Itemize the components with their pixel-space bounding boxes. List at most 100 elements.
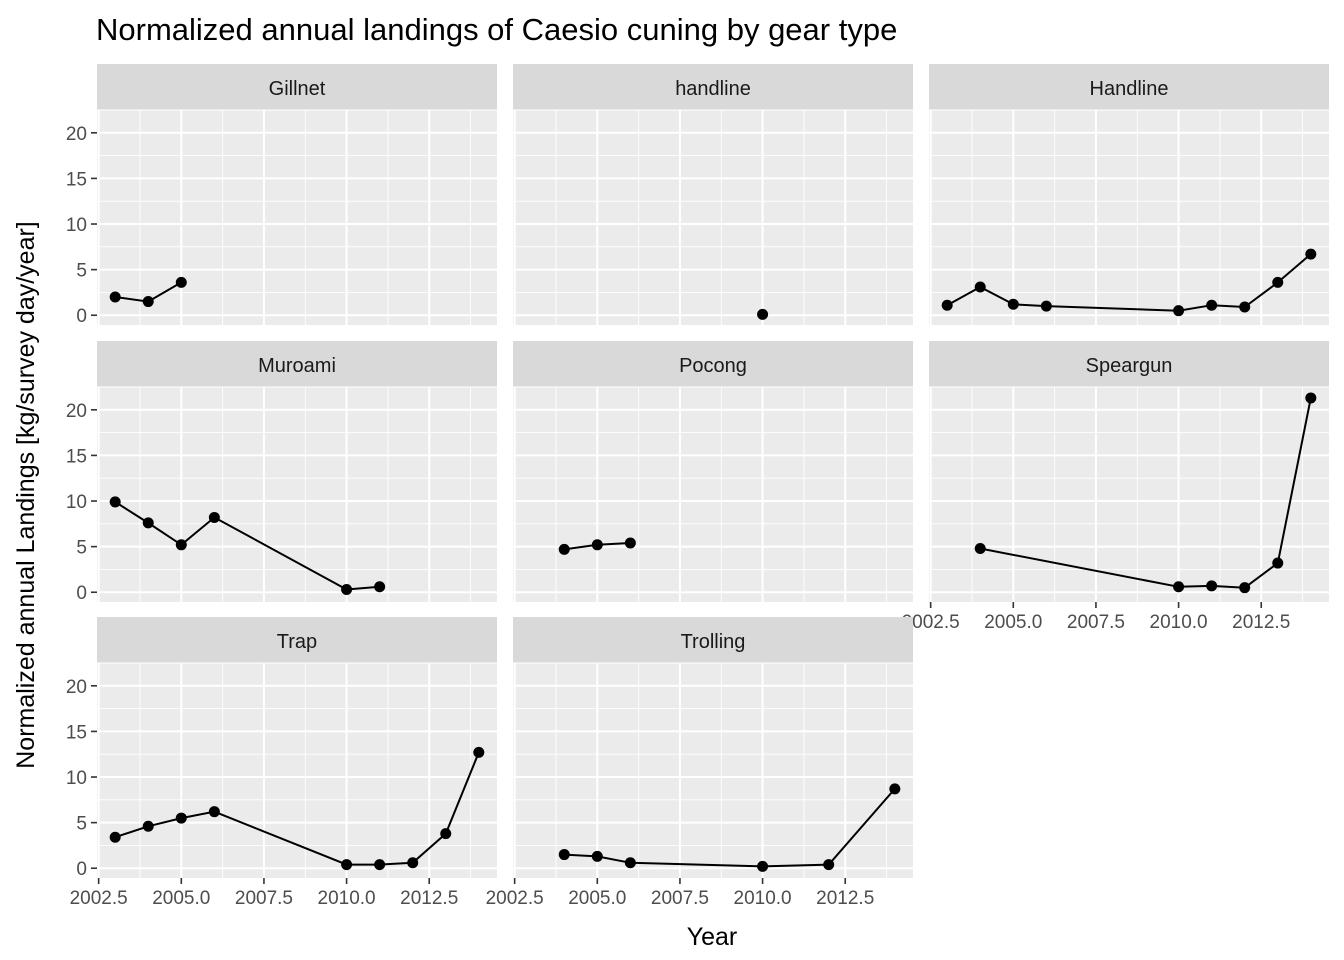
data-point <box>1040 300 1052 312</box>
data-point <box>1206 299 1218 311</box>
facet-panel-pocong: Pocong <box>513 341 913 602</box>
facet-panel-handline: handline <box>513 64 913 325</box>
y-tick-label: 15 <box>66 722 87 743</box>
data-point <box>374 859 386 871</box>
facet-strip <box>929 64 1329 110</box>
data-point <box>440 828 452 840</box>
data-point <box>941 299 953 311</box>
x-tick-label: 2007.5 <box>651 888 709 909</box>
x-tick-label: 2012.5 <box>816 888 874 909</box>
facet-label: Handline <box>1090 78 1169 100</box>
data-point <box>1173 581 1185 593</box>
panel-background <box>97 110 497 325</box>
data-point <box>757 860 769 872</box>
facet-strip <box>929 341 1329 387</box>
data-point <box>208 511 220 523</box>
data-point <box>208 806 220 818</box>
data-point <box>341 859 353 871</box>
facet-label: Trap <box>277 631 317 653</box>
data-point <box>374 581 386 593</box>
x-tick-label: 2012.5 <box>400 888 458 909</box>
y-tick-label: 0 <box>76 306 87 327</box>
data-point <box>1272 276 1284 288</box>
data-point <box>974 542 986 554</box>
x-tick-label: 2005.0 <box>152 888 210 909</box>
facet-strip <box>97 341 497 387</box>
panel-background <box>929 110 1329 325</box>
x-tick-label: 2005.0 <box>984 612 1042 633</box>
facet-label: handline <box>675 78 751 100</box>
facet-panel-handline: Handline <box>929 64 1329 325</box>
data-point <box>757 308 769 320</box>
data-point <box>1206 580 1218 592</box>
y-tick-label: 20 <box>66 124 87 145</box>
y-tick-label: 0 <box>76 859 87 880</box>
series-line <box>980 397 1312 589</box>
y-tick-label: 5 <box>76 261 87 282</box>
x-tick-label: 2012.5 <box>1232 612 1290 633</box>
y-tick-label: 5 <box>76 538 87 559</box>
y-tick-label: 20 <box>66 677 87 698</box>
x-tick-label: 2002.5 <box>902 612 960 633</box>
y-tick-label: 15 <box>66 169 87 190</box>
y-tick-label: 10 <box>66 215 87 236</box>
data-point <box>823 859 835 871</box>
facet-panel-gillnet: Gillnet 0 5 10 15 20 <box>66 64 497 327</box>
facet-label: Pocong <box>679 355 747 377</box>
y-axis-title: Normalized annual Landings [kg/survey da… <box>12 221 40 769</box>
facet-label: Speargun <box>1086 355 1173 377</box>
facet-strip <box>97 617 497 663</box>
data-point <box>974 281 986 293</box>
data-point <box>558 543 570 555</box>
x-tick-label: 2007.5 <box>1067 612 1125 633</box>
data-point <box>109 831 121 843</box>
data-point <box>1007 298 1019 310</box>
data-point <box>624 857 636 869</box>
facet-label: Muroami <box>258 355 336 377</box>
facet-label: Trolling <box>681 631 746 653</box>
x-tick-label: 2010.0 <box>1150 612 1208 633</box>
y-tick-label: 0 <box>76 583 87 604</box>
x-tick-label: 2002.5 <box>486 888 544 909</box>
data-point <box>341 584 353 596</box>
data-point <box>1239 301 1251 313</box>
data-point <box>142 517 154 529</box>
facet-panels: Gillnet 0 5 10 15 20 handline Handline Muroami 0 5… <box>66 64 1329 909</box>
x-tick-label: 2007.5 <box>235 888 293 909</box>
series-line <box>114 501 380 591</box>
facet-panel-trolling: Trolling 2002.5 2005.0 2007.5 2010.0 2012.5 <box>486 617 913 909</box>
data-point <box>142 820 154 832</box>
data-point <box>1173 305 1185 317</box>
series-line <box>564 788 896 868</box>
x-axis-title: Year <box>687 923 738 951</box>
panel-background <box>97 387 497 602</box>
y-tick-label: 10 <box>66 768 87 789</box>
panel-background <box>97 663 497 878</box>
y-tick-label: 15 <box>66 446 87 467</box>
y-tick-label: 20 <box>66 401 87 422</box>
facet-label: Gillnet <box>269 78 326 100</box>
data-point <box>624 537 636 549</box>
data-point <box>109 496 121 508</box>
facet-strip <box>97 64 497 110</box>
x-tick-label: 2010.0 <box>734 888 792 909</box>
panel-background <box>513 387 913 602</box>
data-point <box>473 746 485 758</box>
data-point <box>1305 392 1317 404</box>
data-point <box>889 783 901 795</box>
panel-background <box>513 110 913 325</box>
data-point <box>142 296 154 308</box>
data-point <box>175 539 187 551</box>
data-point <box>175 812 187 824</box>
panel-background <box>929 387 1329 602</box>
data-point <box>558 849 570 861</box>
chart-title: Normalized annual landings of Caesio cun… <box>96 12 897 47</box>
facet-strip <box>513 64 913 110</box>
x-tick-label: 2002.5 <box>70 888 128 909</box>
data-point <box>1272 557 1284 569</box>
facet-panel-trap: Trap 0 5 10 15 20 2002.5 2005.0 2007.5 2010.0 2012… <box>66 617 497 909</box>
data-point <box>591 539 603 551</box>
data-point <box>1239 582 1251 594</box>
facet-strip <box>513 617 913 663</box>
